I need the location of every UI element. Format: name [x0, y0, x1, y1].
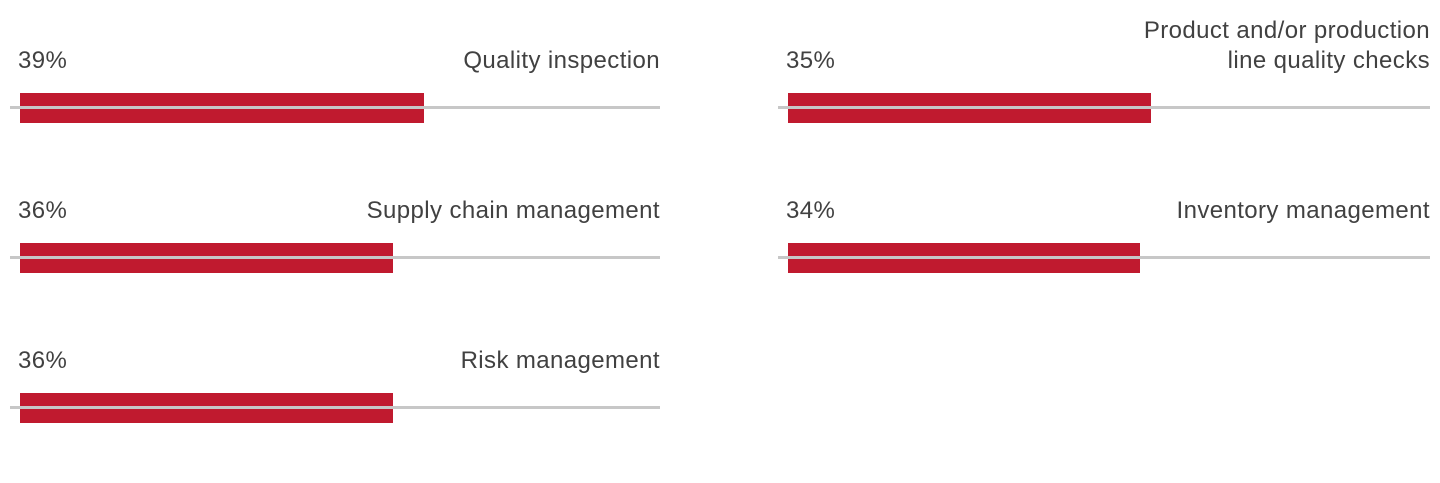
- baseline: [778, 106, 1430, 109]
- bar-row-header: 36% Risk management: [10, 300, 660, 376]
- bar-track: [778, 243, 1430, 273]
- bar-track: [778, 93, 1430, 123]
- chart-column-right: 35% Product and/or production line qualit…: [778, 0, 1430, 300]
- bar-row: 34% Inventory management: [778, 150, 1430, 300]
- baseline: [10, 106, 660, 109]
- bar-row-header: 34% Inventory management: [778, 150, 1430, 226]
- bar-row-header: 36% Supply chain management: [10, 150, 660, 226]
- value-label: 39%: [18, 47, 68, 74]
- category-label: Risk management: [460, 347, 660, 374]
- category-label: Supply chain management: [366, 197, 660, 224]
- category-label: Quality inspection: [463, 47, 660, 74]
- bar-row-header: 39% Quality inspection: [10, 0, 660, 76]
- bar-row: 36% Risk management: [10, 300, 660, 450]
- bar-row-header: 35% Product and/or production line qualit…: [778, 0, 1430, 76]
- value-label: 35%: [786, 47, 836, 74]
- category-label: Inventory management: [1176, 197, 1430, 224]
- chart-column-left: 39% Quality inspection 36% Supply chain man…: [10, 0, 660, 450]
- baseline: [778, 256, 1430, 259]
- baseline: [10, 256, 660, 259]
- category-label: Product and/or production line quality c…: [1143, 17, 1430, 74]
- bar-track: [10, 93, 660, 123]
- bar-track: [10, 393, 660, 423]
- bar-row: 35% Product and/or production line qualit…: [778, 0, 1430, 150]
- value-label: 34%: [786, 197, 836, 224]
- value-label: 36%: [18, 197, 68, 224]
- value-label: 36%: [18, 347, 68, 374]
- baseline: [10, 406, 660, 409]
- bar-row: 36% Supply chain management: [10, 150, 660, 300]
- bar-track: [10, 243, 660, 273]
- bar-row: 39% Quality inspection: [10, 0, 660, 150]
